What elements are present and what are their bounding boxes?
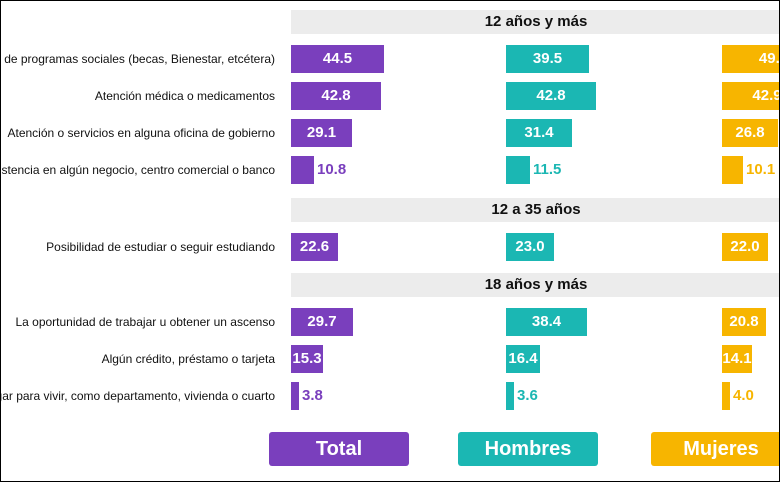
data-label-hombres: 3.6: [517, 387, 538, 404]
group-title: 12 a 35 años: [491, 201, 581, 218]
group-band: [291, 10, 779, 34]
data-label-mujeres: 42.9: [752, 87, 780, 104]
category-label: Atención médica o medicamentos: [94, 89, 275, 103]
data-label-mujeres: 20.8: [729, 313, 759, 330]
category-label: Algún crédito, préstamo o tarjeta: [101, 352, 275, 366]
bar-mujeres: [722, 382, 730, 410]
bar-hombres: [506, 82, 596, 110]
data-label-total: 29.7: [307, 313, 337, 330]
data-label-mujeres: 10.1: [746, 161, 776, 178]
data-label-mujeres: 14.1: [722, 350, 752, 367]
bar-hombres: [506, 345, 540, 373]
category-label: Apoyo de programas sociales (becas, Bien…: [1, 52, 275, 66]
bar-hombres: [506, 382, 514, 410]
bar-mujeres: [722, 82, 779, 110]
data-label-total: 44.5: [322, 50, 353, 67]
bar-total: [291, 382, 299, 410]
data-label-mujeres: 26.8: [735, 124, 765, 141]
bar-hombres: [506, 119, 572, 147]
bar-hombres: [506, 233, 554, 261]
data-label-mujeres: 49.1: [758, 50, 780, 67]
bar-total: [291, 119, 352, 147]
category-label: Posibilidad de estudiar o seguir estudia…: [46, 240, 275, 254]
data-label-hombres: 11.5: [533, 161, 562, 178]
group-band: [291, 198, 779, 222]
category-label: Atención o servicios en alguna oficina d…: [7, 126, 275, 140]
data-label-total: 42.8: [321, 87, 351, 104]
category-label: La oportunidad de trabajar u obtener un …: [15, 315, 275, 329]
data-label-hombres: 23.0: [515, 238, 545, 255]
bar-mujeres: [722, 119, 778, 147]
bar-total: [291, 308, 353, 336]
data-label-total: 3.8: [302, 387, 323, 404]
data-label-hombres: 42.8: [536, 87, 566, 104]
data-label-total: 10.8: [317, 161, 347, 178]
data-label-hombres: 38.4: [531, 313, 562, 330]
bar-hombres: [506, 308, 587, 336]
bar-mujeres: [722, 345, 752, 373]
data-label-hombres: 39.5: [532, 50, 563, 67]
data-label-hombres: 16.4: [508, 350, 538, 367]
legend-mujeres: Mujeres: [651, 432, 779, 466]
legend-hombres: Hombres: [458, 432, 598, 466]
bar-total: [291, 345, 323, 373]
bar-mujeres: [722, 45, 779, 73]
bar-mujeres: [722, 233, 768, 261]
bar-mujeres: [722, 308, 766, 336]
bar-total: [291, 233, 338, 261]
bar-total: [291, 156, 314, 184]
bar-mujeres: [722, 156, 743, 184]
legend-total: Total: [269, 432, 409, 466]
data-label-total: 29.1: [306, 124, 337, 141]
data-label-total: 15.3: [292, 350, 322, 367]
group-title: 18 años y más: [484, 276, 588, 293]
category-label: Un lugar para vivir, como departamento, …: [1, 389, 275, 403]
data-label-total: 22.6: [299, 238, 330, 255]
bar-hombres: [506, 156, 530, 184]
bar-total: [291, 82, 381, 110]
group-title: 12 años y más: [484, 13, 588, 30]
group-band: [291, 273, 779, 297]
category-label: Asistencia en algún negocio, centro come…: [0, 163, 275, 177]
data-label-hombres: 31.4: [524, 124, 554, 141]
bar-hombres: [506, 45, 589, 73]
data-label-mujeres: 4.0: [733, 387, 754, 404]
data-label-mujeres: 22.0: [730, 238, 760, 255]
bar-total: [291, 45, 384, 73]
